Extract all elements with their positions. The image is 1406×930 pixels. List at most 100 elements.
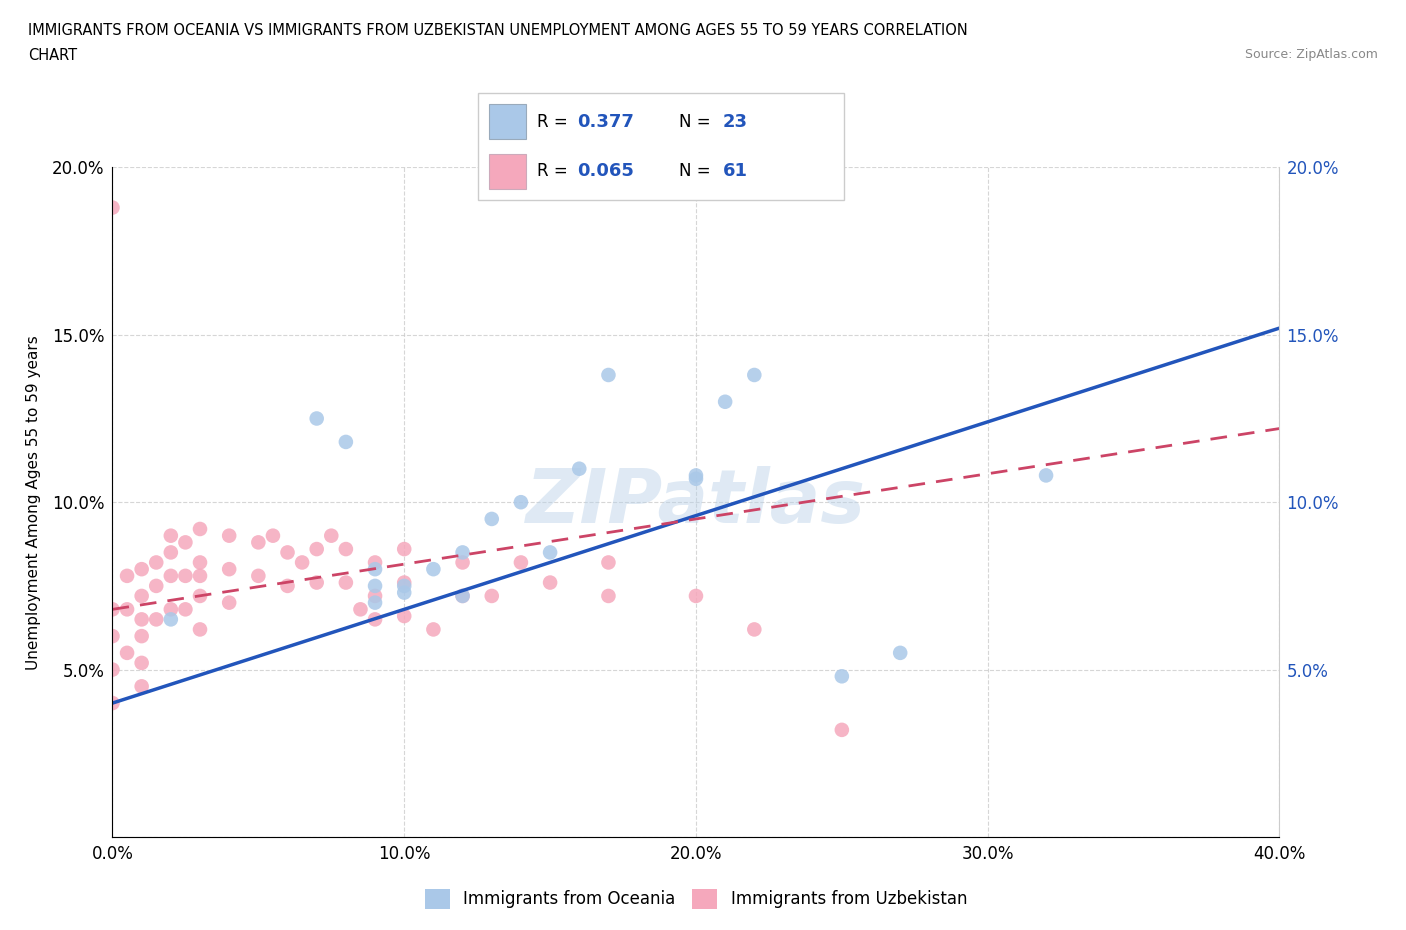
Point: [218, 562, 240, 577]
Point: [685, 589, 707, 604]
Point: [101, 602, 124, 617]
Point: [509, 495, 531, 510]
Point: [451, 589, 474, 604]
Point: [831, 723, 853, 737]
Point: [160, 602, 183, 617]
Point: [145, 578, 167, 593]
Point: [291, 555, 314, 570]
Point: [305, 575, 328, 590]
Point: [188, 589, 211, 604]
Point: [685, 472, 707, 486]
Point: [392, 541, 416, 556]
Point: [262, 528, 284, 543]
Point: [392, 608, 416, 623]
Point: [742, 622, 765, 637]
Point: [335, 434, 357, 449]
Point: [714, 394, 737, 409]
Point: [321, 528, 343, 543]
Point: [349, 602, 371, 617]
Point: [160, 568, 183, 583]
Point: [598, 555, 620, 570]
Point: [145, 612, 167, 627]
Point: [188, 568, 211, 583]
Point: [538, 545, 561, 560]
Point: [131, 612, 153, 627]
Point: [364, 578, 387, 593]
Point: [685, 468, 707, 483]
Text: CHART: CHART: [28, 48, 77, 63]
Point: [131, 679, 153, 694]
Point: [422, 562, 444, 577]
Y-axis label: Unemployment Among Ages 55 to 59 years: Unemployment Among Ages 55 to 59 years: [25, 335, 41, 670]
Point: [392, 585, 416, 600]
Point: [276, 578, 298, 593]
Point: [509, 555, 531, 570]
Text: Source: ZipAtlas.com: Source: ZipAtlas.com: [1244, 48, 1378, 61]
FancyBboxPatch shape: [489, 154, 526, 190]
Point: [160, 612, 183, 627]
Point: [174, 602, 197, 617]
Point: [889, 645, 911, 660]
Text: 61: 61: [723, 162, 748, 180]
Text: IMMIGRANTS FROM OCEANIA VS IMMIGRANTS FROM UZBEKISTAN UNEMPLOYMENT AMONG AGES 55: IMMIGRANTS FROM OCEANIA VS IMMIGRANTS FR…: [28, 23, 967, 38]
Point: [101, 662, 124, 677]
Text: 23: 23: [723, 113, 748, 131]
Point: [101, 629, 124, 644]
Point: [160, 528, 183, 543]
Point: [276, 545, 298, 560]
Point: [305, 541, 328, 556]
Point: [538, 575, 561, 590]
Point: [451, 545, 474, 560]
Point: [481, 512, 503, 526]
Point: [598, 589, 620, 604]
Point: [451, 555, 474, 570]
Point: [335, 575, 357, 590]
Point: [188, 555, 211, 570]
Point: [598, 367, 620, 382]
Point: [115, 602, 138, 617]
Point: [364, 562, 387, 577]
Point: [247, 568, 270, 583]
Text: R =: R =: [537, 113, 572, 131]
Point: [101, 200, 124, 215]
Point: [174, 568, 197, 583]
Point: [1035, 468, 1057, 483]
FancyBboxPatch shape: [489, 104, 526, 139]
Point: [364, 589, 387, 604]
Point: [218, 528, 240, 543]
Text: ZIPatlas: ZIPatlas: [526, 466, 866, 538]
Point: [131, 629, 153, 644]
Text: 0.065: 0.065: [576, 162, 634, 180]
Point: [247, 535, 270, 550]
Point: [131, 656, 153, 671]
Point: [188, 622, 211, 637]
Point: [364, 595, 387, 610]
Text: 0.377: 0.377: [576, 113, 634, 131]
Text: R =: R =: [537, 162, 572, 180]
Point: [115, 645, 138, 660]
Point: [115, 568, 138, 583]
Point: [742, 367, 765, 382]
Text: N =: N =: [679, 162, 716, 180]
Point: [188, 522, 211, 537]
Text: N =: N =: [679, 113, 716, 131]
Point: [392, 575, 416, 590]
Legend: Immigrants from Oceania, Immigrants from Uzbekistan: Immigrants from Oceania, Immigrants from…: [418, 882, 974, 916]
Point: [422, 622, 444, 637]
Point: [392, 578, 416, 593]
Point: [335, 541, 357, 556]
Point: [364, 555, 387, 570]
Point: [218, 595, 240, 610]
Point: [568, 461, 591, 476]
Point: [145, 555, 167, 570]
FancyBboxPatch shape: [478, 93, 844, 200]
Point: [481, 589, 503, 604]
Point: [101, 696, 124, 711]
Point: [305, 411, 328, 426]
Point: [174, 535, 197, 550]
Point: [131, 562, 153, 577]
Point: [160, 545, 183, 560]
Point: [831, 669, 853, 684]
Point: [451, 589, 474, 604]
Point: [131, 589, 153, 604]
